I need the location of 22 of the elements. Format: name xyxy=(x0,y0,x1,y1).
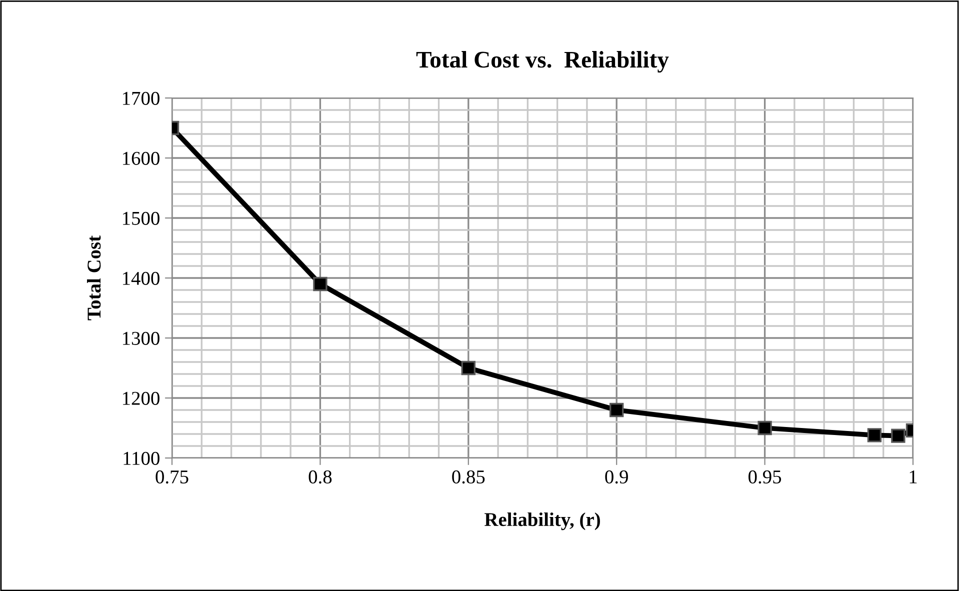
x-tick-label: 0.9 xyxy=(605,470,628,484)
chart-title: Total Cost vs. Reliability xyxy=(416,51,669,73)
y-tick-label: 1200 xyxy=(123,392,160,405)
x-axis-title: Reliability, (r) xyxy=(484,512,600,530)
point xyxy=(867,428,882,442)
x-tick-label: 0.85 xyxy=(452,470,485,484)
point xyxy=(610,402,624,418)
point xyxy=(313,276,328,292)
y-tick-label: 1300 xyxy=(123,332,160,345)
y-tick-label: 1100 xyxy=(124,452,160,465)
x-tick-label: 0.8 xyxy=(308,470,332,484)
y-tick-label: 1600 xyxy=(123,152,160,165)
point xyxy=(758,420,772,436)
point xyxy=(891,428,906,443)
y-tick-label: 1400 xyxy=(123,272,160,285)
x-tick-label: 0.75 xyxy=(156,470,188,484)
y-tick-label: 1500 xyxy=(123,212,160,225)
y-tick-label: 1700 xyxy=(123,92,160,105)
x-tick-label: 0.95 xyxy=(748,470,782,484)
point xyxy=(461,360,476,376)
y-axis-title: Total Cost xyxy=(87,235,101,320)
x-tick-label: 1 xyxy=(910,470,917,484)
